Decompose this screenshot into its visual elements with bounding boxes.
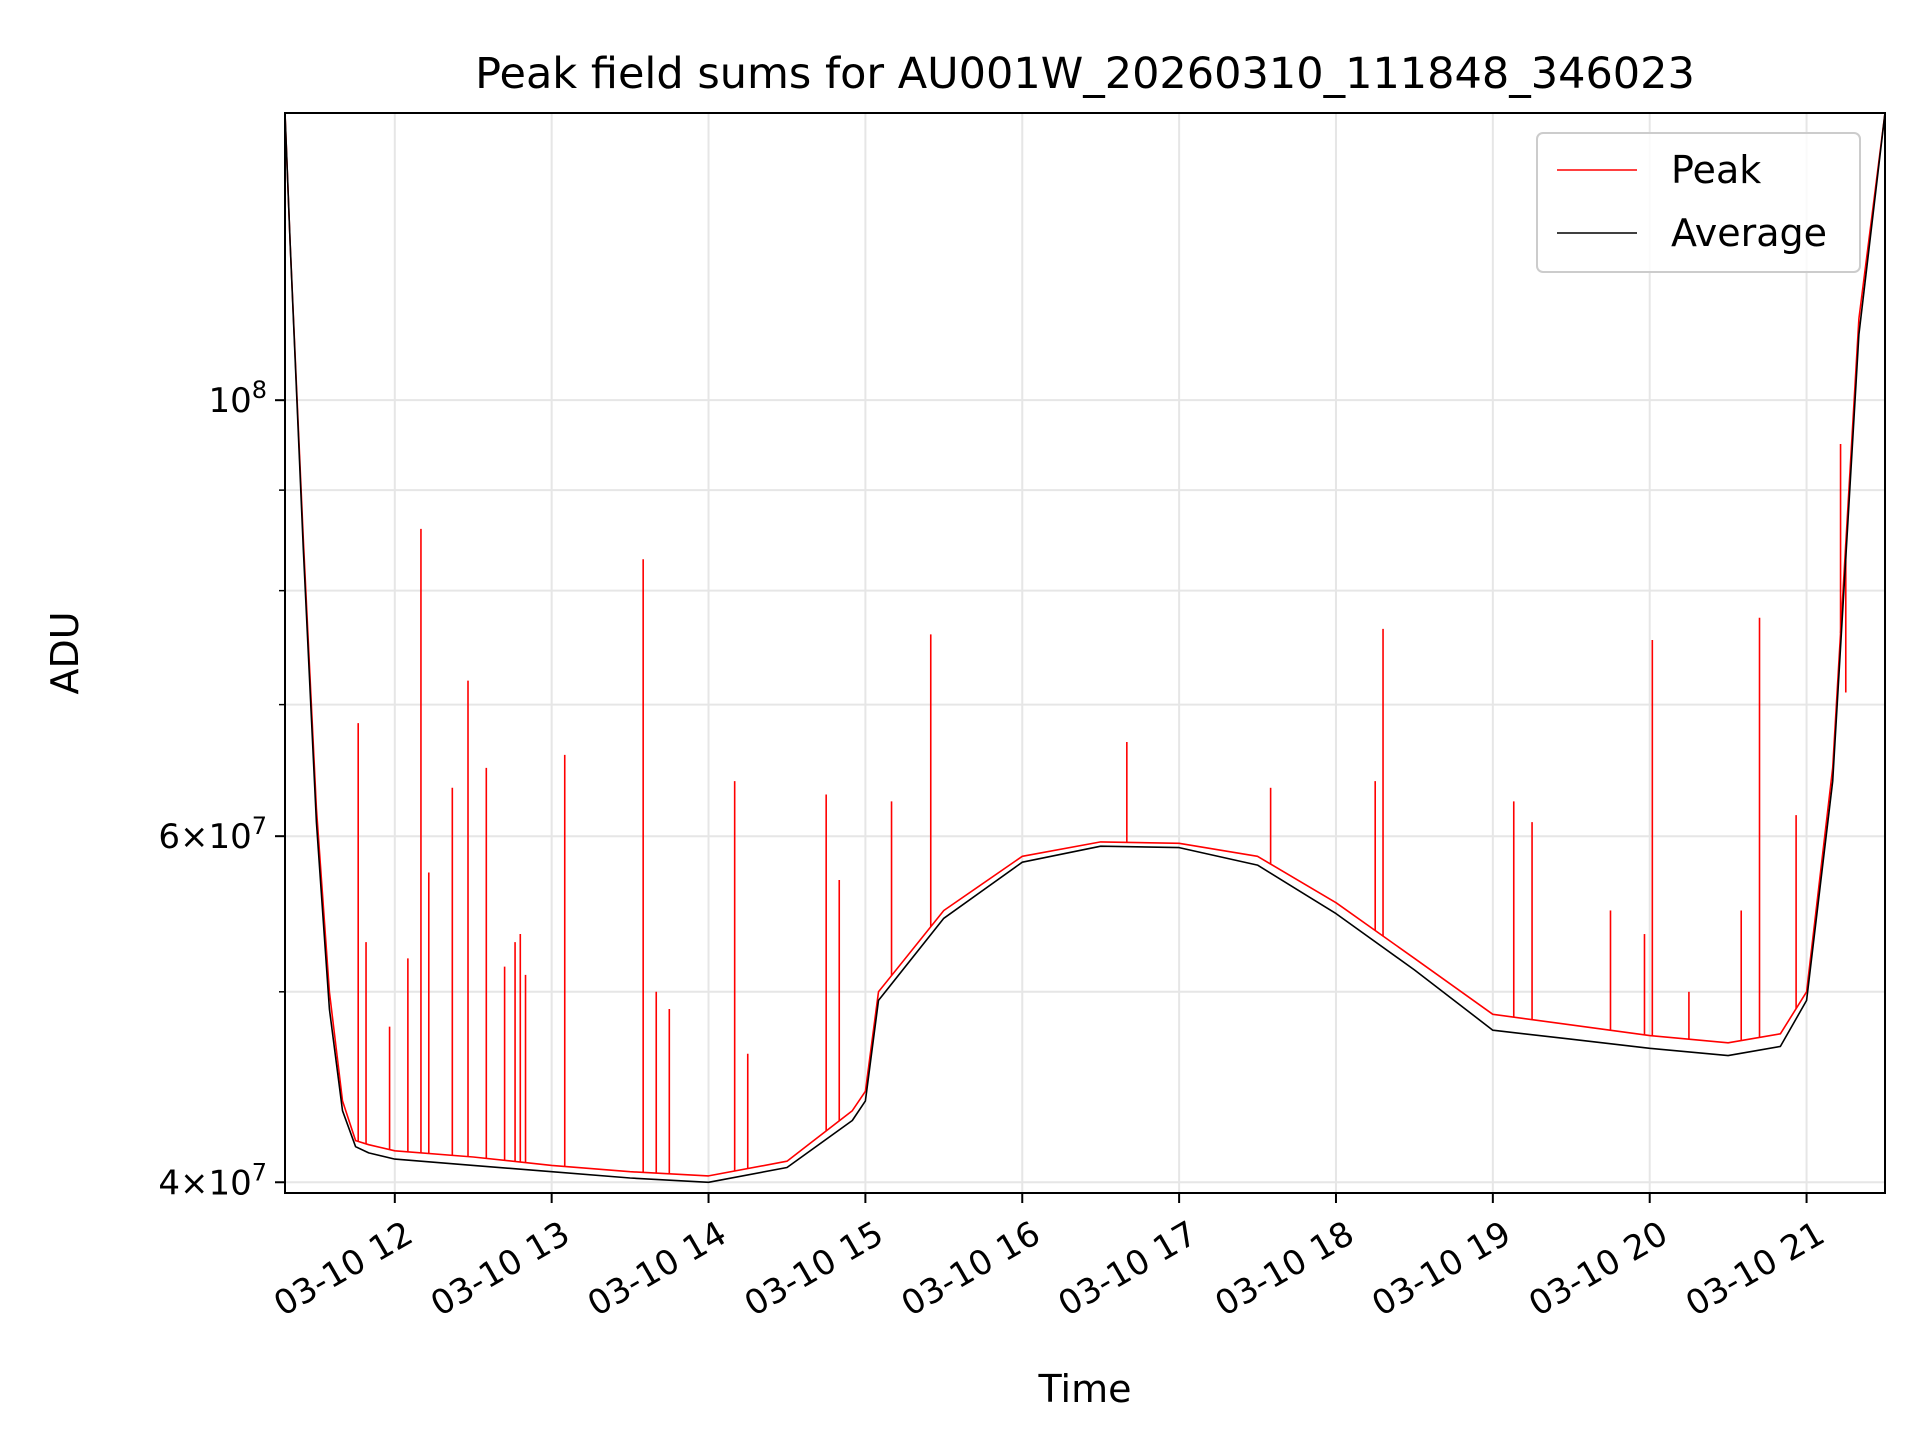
legend: Peak Average (1536, 132, 1861, 273)
series-line-peak (285, 113, 1885, 1177)
y-axis-label: ADU (43, 611, 87, 694)
legend-label-peak: Peak (1671, 148, 1761, 192)
plot-frame (284, 112, 1886, 1194)
series-line-average (285, 113, 1885, 1184)
legend-label-average: Average (1671, 211, 1827, 255)
x-axis-label: Time (1038, 1367, 1132, 1411)
chart-title: Peak field sums for AU001W_20260310_1118… (475, 49, 1695, 99)
series-group (285, 113, 1885, 1184)
y-tick-label: 6×107 (158, 812, 267, 857)
grid (285, 113, 1885, 1193)
y-tick-label: 4×107 (158, 1158, 267, 1203)
legend-box (1536, 132, 1861, 273)
y-tick-label: 108 (208, 376, 267, 421)
